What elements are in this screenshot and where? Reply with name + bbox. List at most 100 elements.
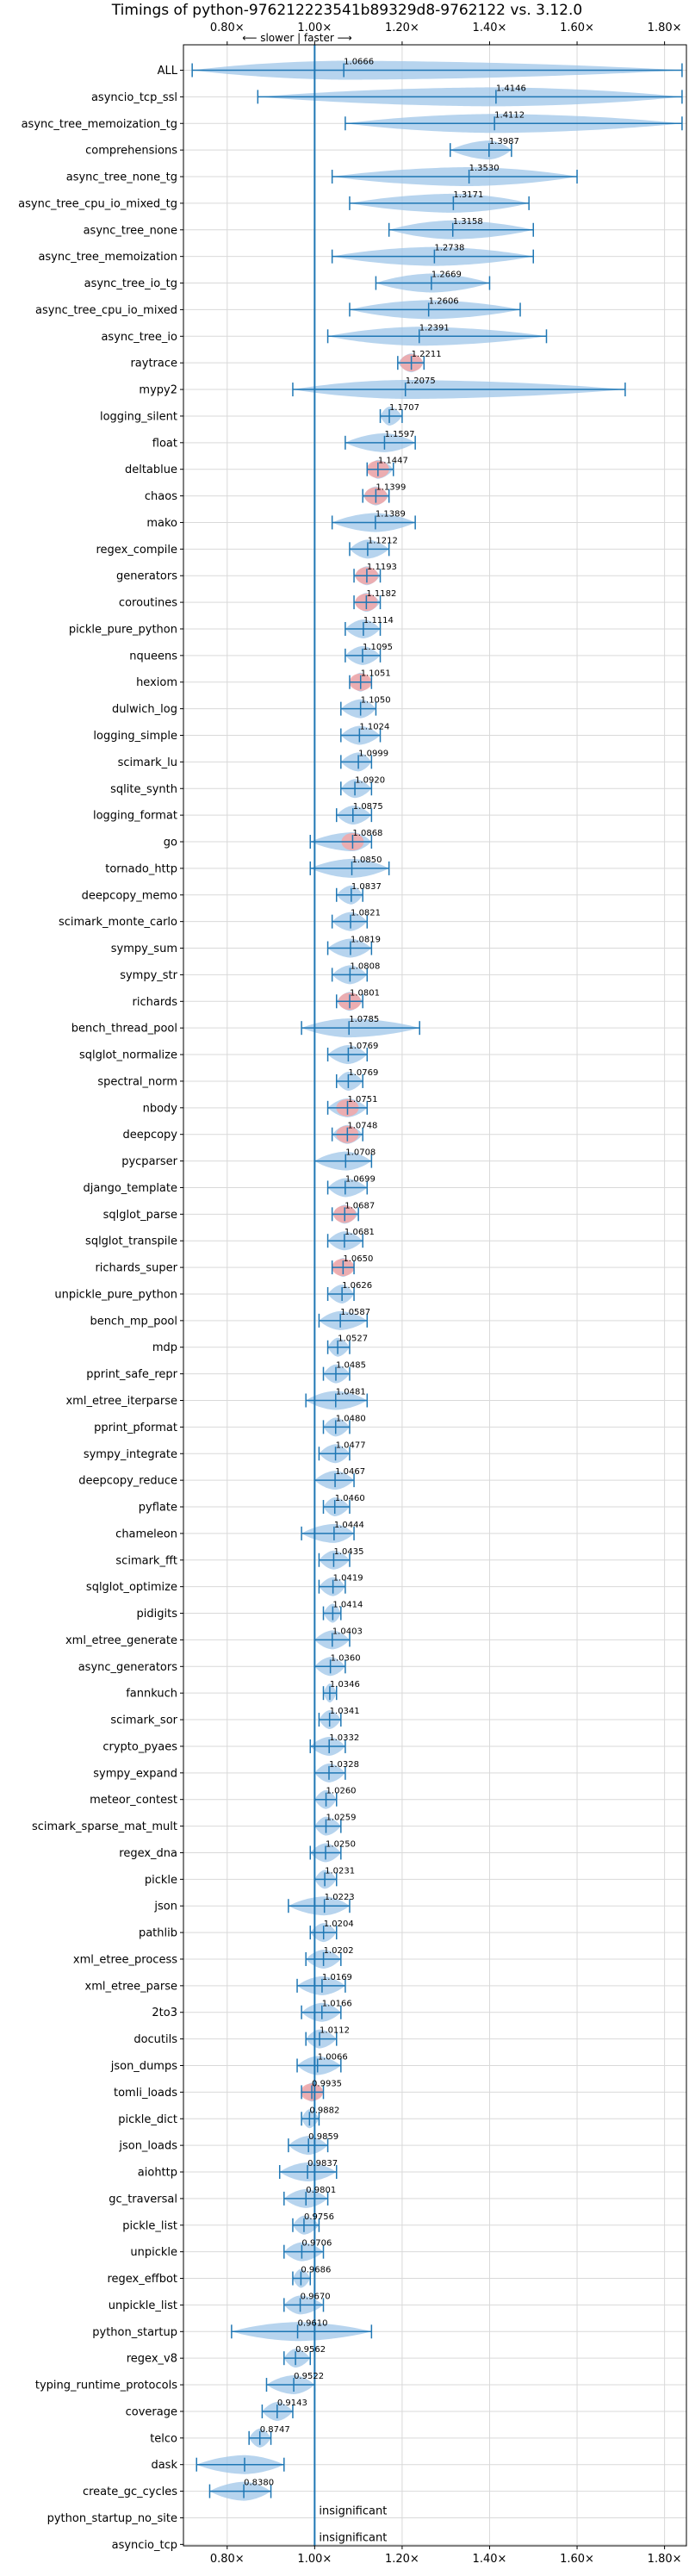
- value-label: 1.0708: [345, 1148, 376, 1158]
- x-tick-label-top: 1.40×: [473, 22, 507, 34]
- benchmark-label: async_tree_cpu_io_mixed_tg: [18, 197, 177, 210]
- benchmark-label: generators: [116, 570, 177, 583]
- value-label: 1.0231: [325, 1866, 355, 1876]
- benchmark-label: mdp: [152, 1341, 177, 1354]
- benchmark-label: comprehensions: [85, 145, 177, 158]
- benchmark-label: pidigits: [137, 1608, 178, 1621]
- value-label: 1.1114: [363, 616, 394, 625]
- value-label: 1.0403: [332, 1627, 363, 1636]
- benchmark-label: async_tree_memoization: [38, 251, 177, 264]
- benchmark-label: raytrace: [130, 358, 177, 370]
- value-label: 1.0460: [335, 1494, 365, 1503]
- benchmark-label: logging_silent: [100, 410, 177, 423]
- benchmark-label: sqlglot_parse: [103, 1209, 177, 1222]
- benchmark-label: aiohttp: [138, 2167, 177, 2180]
- benchmark-label: chaos: [145, 490, 177, 503]
- benchmark-label: django_template: [84, 1182, 177, 1195]
- benchmark-label: pickle_dict: [118, 2113, 177, 2126]
- value-label: 0.9837: [307, 2159, 338, 2168]
- chart-title: Timings of python-976212223541b89329d8-9…: [111, 2, 582, 19]
- benchmark-label: tornado_http: [105, 862, 177, 875]
- benchmark-label: asyncio_tcp: [112, 2539, 177, 2552]
- value-label: 1.0999: [358, 749, 388, 758]
- benchmark-label: pycparser: [121, 1155, 177, 1168]
- value-label: 1.0250: [326, 1839, 356, 1849]
- value-label: 1.0699: [345, 1174, 376, 1184]
- benchmark-label: async_tree_cpu_io_mixed: [35, 304, 177, 317]
- benchmark-label: hexiom: [136, 676, 177, 689]
- value-label: 1.1024: [359, 723, 389, 732]
- benchmark-label: chameleon: [115, 1528, 177, 1540]
- value-label: 0.9756: [304, 2212, 334, 2222]
- benchmark-label: sqlglot_optimize: [86, 1581, 177, 1594]
- benchmark-label: xml_etree_process: [73, 1953, 177, 1966]
- benchmark-label: sympy_sum: [111, 943, 177, 955]
- value-label: 1.0785: [349, 1015, 379, 1024]
- value-label: 1.0819: [351, 936, 381, 945]
- value-label: 1.0485: [336, 1361, 366, 1371]
- benchmark-label: asyncio_tcp_ssl: [91, 91, 177, 104]
- value-label: 1.0341: [330, 1707, 360, 1716]
- benchmark-label: async_tree_none: [84, 224, 177, 237]
- value-label: 1.0481: [336, 1388, 366, 1397]
- benchmark-label: coverage: [126, 2405, 177, 2418]
- value-label: 1.0435: [333, 1547, 363, 1557]
- benchmark-label: xml_etree_generate: [65, 1634, 177, 1647]
- value-label: 1.4146: [496, 84, 526, 93]
- value-label: 0.9801: [306, 2186, 336, 2195]
- value-label: 0.8747: [260, 2425, 290, 2435]
- benchmark-label: docutils: [133, 2033, 177, 2046]
- benchmark-label: nbody: [143, 1102, 178, 1115]
- x-tick-label-bottom: 0.80×: [210, 2553, 245, 2566]
- value-label: 1.0769: [348, 1068, 378, 1078]
- benchmark-label: tomli_loads: [114, 2087, 177, 2100]
- value-label: 1.0169: [322, 1973, 352, 1982]
- x-tick-label-bottom: 1.40×: [473, 2553, 507, 2566]
- x-tick-label-bottom: 1.80×: [648, 2553, 682, 2566]
- value-label: 0.9670: [301, 2292, 331, 2301]
- benchmark-label: regex_v8: [127, 2353, 177, 2366]
- benchmark-label: mako: [146, 517, 177, 530]
- value-label: 1.0808: [350, 961, 380, 971]
- benchmark-label: scimark_monte_carlo: [59, 916, 177, 929]
- benchmark-label: async_tree_memoization_tg: [22, 118, 177, 131]
- benchmark-label: mypy2: [139, 384, 177, 397]
- benchmark-label: pathlib: [139, 1927, 177, 1940]
- benchmark-label: async_tree_io_tg: [84, 277, 177, 290]
- value-label: 1.0626: [342, 1281, 372, 1291]
- value-label: 1.0414: [332, 1601, 363, 1610]
- x-tick-label-top: 1.00×: [297, 22, 332, 34]
- benchmark-label: scimark_fft: [115, 1554, 177, 1567]
- value-label: 1.1597: [384, 430, 414, 439]
- benchmark-label: ALL: [158, 65, 178, 78]
- value-label: 1.0801: [350, 988, 380, 998]
- benchmark-label: telco: [150, 2432, 177, 2445]
- value-label: 1.0850: [352, 856, 382, 865]
- benchmark-label: regex_dna: [119, 1847, 177, 1860]
- benchmark-label: deltablue: [125, 464, 177, 476]
- value-label: 0.9859: [308, 2132, 338, 2142]
- benchmark-label: sympy_expand: [93, 1767, 177, 1780]
- benchmark-label: python_startup_no_site: [47, 2512, 177, 2525]
- benchmark-label: richards_super: [95, 1262, 177, 1275]
- benchmark-label: spectral_norm: [97, 1075, 177, 1088]
- benchmark-label: sqlglot_normalize: [79, 1049, 177, 1062]
- benchmark-label: pickle_list: [122, 2219, 177, 2232]
- value-label: 1.3171: [453, 190, 483, 200]
- benchmark-label: logging_simple: [93, 730, 177, 743]
- value-label: 1.0748: [347, 1122, 377, 1131]
- benchmark-label: meteor_contest: [90, 1794, 177, 1807]
- value-label: 0.9686: [301, 2266, 331, 2275]
- value-label: 1.0477: [336, 1440, 366, 1450]
- value-label: 1.0223: [325, 1893, 355, 1902]
- benchmark-label: dask: [151, 2459, 177, 2472]
- x-tick-label-top: 1.60×: [560, 22, 594, 34]
- insignificant-label: insignificant: [319, 2504, 387, 2517]
- benchmark-label: sympy_integrate: [84, 1448, 177, 1461]
- value-label: 1.0650: [343, 1254, 373, 1264]
- value-label: 1.0328: [329, 1760, 359, 1770]
- benchmark-label: pprint_safe_repr: [86, 1368, 177, 1381]
- benchmark-label: xml_etree_iterparse: [65, 1395, 177, 1408]
- benchmark-label: sqlglot_transpile: [85, 1235, 177, 1248]
